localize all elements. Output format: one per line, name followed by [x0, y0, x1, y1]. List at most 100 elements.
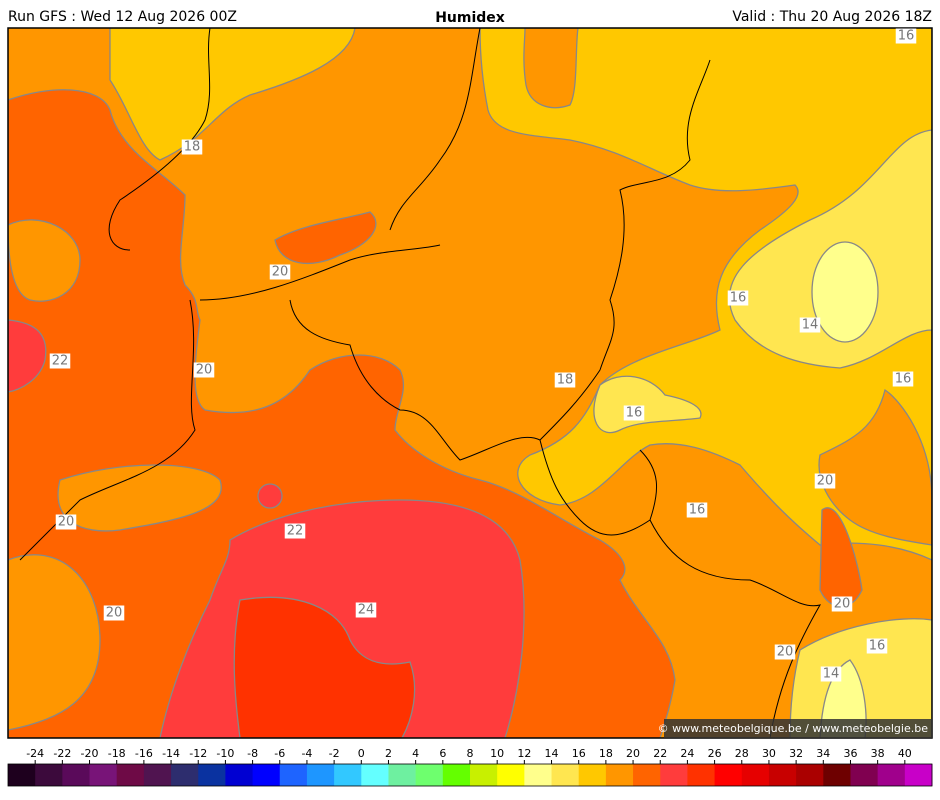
contour-label-bg	[623, 405, 645, 421]
colorbar-swatch	[605, 764, 634, 786]
contour-label-bg	[49, 353, 71, 369]
colorbar-tick-label: -4	[301, 747, 312, 760]
colorbar-tick-label: 12	[517, 747, 531, 760]
colorbar-tick-label: 32	[789, 747, 803, 760]
colorbar-swatch	[850, 764, 879, 786]
colorbar-tick-label: -22	[53, 747, 71, 760]
colorbar-tick-label: 18	[599, 747, 613, 760]
colorbar: -24 -22 -20 -18 -16 -14 -12 -10 -8 -6 -4 -2 0 2 4 6 8 10 1…	[7, 747, 933, 787]
colorbar-tick-label: -18	[108, 747, 126, 760]
colorbar-swatch	[388, 764, 417, 786]
contour-label-bg	[686, 502, 708, 518]
credit-bg	[664, 719, 932, 738]
contour-label-bg	[820, 666, 842, 682]
contour-label-bg	[892, 371, 914, 387]
colorbar-tick-label: 34	[816, 747, 830, 760]
contour-label-bg	[799, 317, 821, 333]
colorbar-swatch	[252, 764, 281, 786]
valid-label: Valid : Thu 20 Aug 2026 18Z	[732, 9, 932, 25]
colorbar-swatch	[904, 764, 933, 786]
contour-label: 16	[869, 639, 886, 654]
contour-labels: 18 20 22 20 18 16 14 16 16 20 16 20 22 2…	[49, 28, 917, 682]
colorbar-swatch	[524, 764, 553, 786]
field-16	[593, 375, 702, 434]
contour-label: 20	[106, 606, 123, 621]
colorbar-tick-label: 28	[735, 747, 749, 760]
credit: © www.meteobelgique.be / www.meteobelgie…	[658, 722, 929, 735]
colorbar-tick-label: -24	[26, 747, 44, 760]
field-24	[8, 319, 47, 393]
field-14	[811, 241, 879, 343]
border-line	[289, 28, 711, 461]
run-label: Run GFS : Wed 12 Aug 2026 00Z	[8, 9, 237, 25]
colorbar-swatch	[578, 764, 607, 786]
colorbar-swatch	[361, 764, 389, 786]
contour-label: 16	[626, 406, 643, 421]
colorbar-swatch	[823, 764, 851, 786]
contour-label-bg	[355, 602, 377, 618]
colorbar-swatch	[35, 764, 63, 786]
colorbar-tick-label: 24	[680, 747, 694, 760]
colorbar-swatch	[660, 764, 688, 786]
contour-label: 20	[777, 645, 794, 660]
colorbar-swatch	[877, 764, 906, 786]
contour-label-bg	[181, 139, 203, 155]
contour-label-bg	[831, 596, 853, 612]
colorbar-tick-label: -16	[135, 747, 153, 760]
contour-label: 16	[730, 291, 747, 306]
colorbar-tick-label: -8	[247, 747, 258, 760]
field-24	[257, 483, 283, 509]
border-line	[539, 439, 822, 738]
colorbar-tick-label: -2	[329, 747, 340, 760]
border-line	[19, 28, 441, 561]
contour-label: 20	[817, 474, 834, 489]
colorbar-tick-label: 36	[843, 747, 857, 760]
contour-label: 20	[196, 363, 213, 378]
colorbar-tick-label: 38	[871, 747, 885, 760]
colorbar-tick-label: 0	[358, 747, 365, 760]
colorbar-swatch	[442, 764, 471, 786]
colorbar-swatch	[334, 764, 362, 786]
contour-label: 22	[52, 354, 69, 369]
colorbar-swatch	[741, 764, 770, 786]
contour-label-bg	[284, 523, 306, 539]
contour-label: 18	[557, 373, 574, 388]
contour-label: 14	[802, 318, 819, 333]
contour-label-bg	[55, 514, 77, 530]
colorbar-tick-label: 14	[545, 747, 559, 760]
colorbar-tick-label: 6	[439, 747, 446, 760]
colorbar-swatch	[796, 764, 824, 786]
contour-label: 16	[689, 503, 706, 518]
colorbar-tick-label: 40	[898, 747, 912, 760]
contour-label: 22	[287, 524, 304, 539]
colorbar-swatch	[497, 764, 525, 786]
contour-label-bg	[269, 264, 291, 280]
map-fields	[8, 28, 932, 738]
colorbar-swatch	[687, 764, 716, 786]
field-18	[109, 28, 356, 161]
colorbar-tick-label: 26	[708, 747, 722, 760]
colorbar-swatch	[198, 764, 226, 786]
contour-label-bg	[554, 372, 576, 388]
colorbar-swatch	[551, 764, 580, 786]
colorbar-tick-label: -10	[216, 747, 234, 760]
colorbar-tick-label: -20	[81, 747, 99, 760]
colorbar-swatch	[62, 764, 91, 786]
contour-label-bg	[866, 638, 888, 654]
map-title: Humidex	[435, 10, 505, 26]
contour-label-bg	[895, 28, 917, 44]
field-22	[819, 507, 863, 607]
colorbar-tick-label: -6	[274, 747, 285, 760]
field-22	[274, 211, 377, 265]
colorbar-swatch	[279, 764, 308, 786]
colorbar-swatch	[225, 764, 254, 786]
contour-label: 14	[823, 667, 840, 682]
field-18	[479, 28, 932, 561]
colorbar-tick-label: 8	[467, 747, 474, 760]
contour-label: 16	[895, 372, 912, 387]
colorbar-swatch	[470, 764, 498, 786]
colorbar-tick-label: 2	[385, 747, 392, 760]
